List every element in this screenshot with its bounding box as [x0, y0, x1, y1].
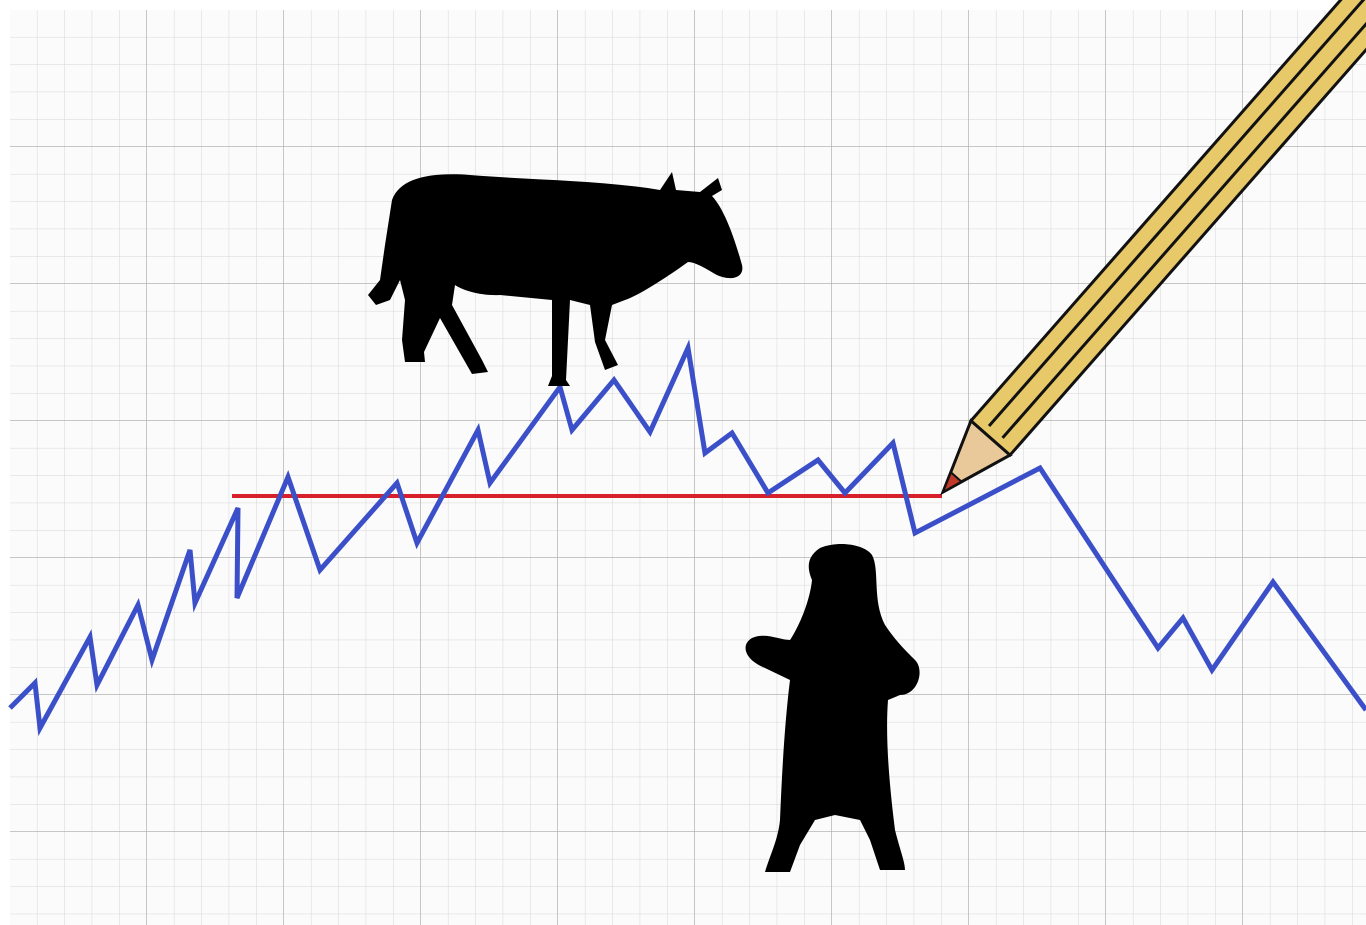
page: [0, 0, 1366, 925]
major-grid: [10, 10, 1366, 925]
illustration: [0, 0, 1366, 925]
